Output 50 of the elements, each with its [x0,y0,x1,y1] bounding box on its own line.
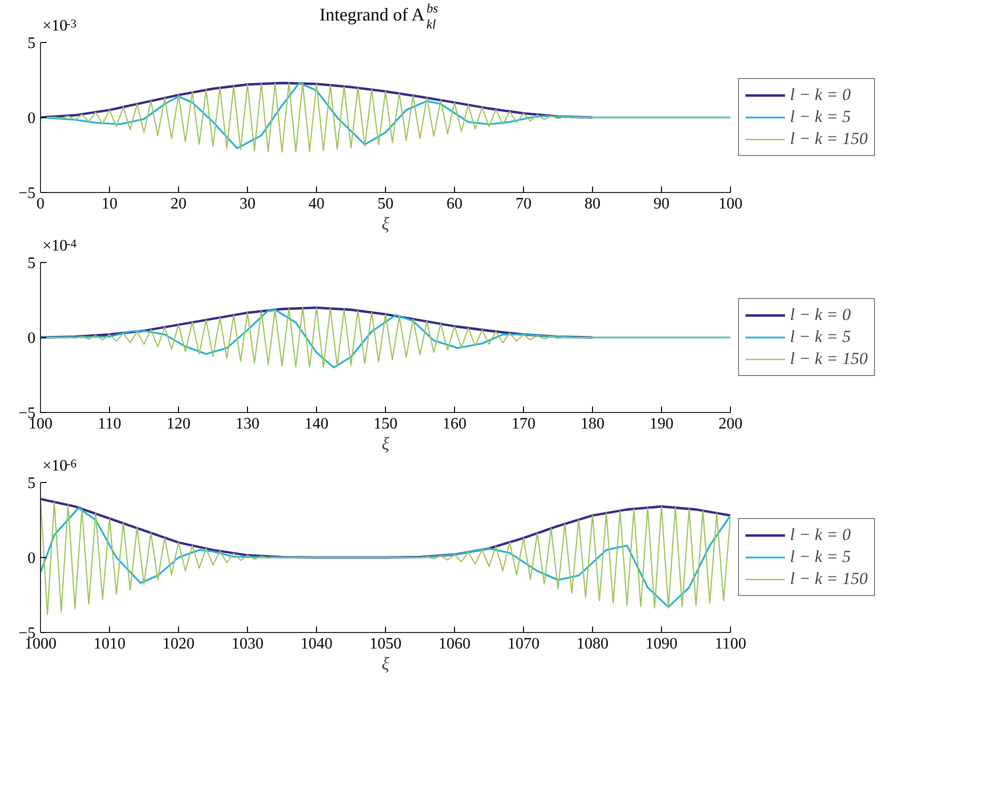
legend-label: l − k = 5 [790,547,851,567]
y-tick-label: 5 [28,475,36,492]
y-tick-label: 5 [28,255,36,272]
x-tick-label: 120 [166,416,190,432]
x-tick-label: 80 [584,196,600,212]
legend-label: l − k = 0 [790,85,851,105]
x-tick-label: 110 [98,416,122,432]
x-tick-label: 1080 [576,636,608,652]
line-series [40,82,594,119]
x-axis-title: ξ [382,434,390,454]
x-tick-label: 70 [516,196,532,212]
x-tick-label: 60 [446,196,462,212]
x-tick-label: 1030 [232,636,264,652]
x-tick-label: 1070 [508,636,540,652]
x-tick-label: 20 [170,196,186,212]
x-tick-label: 190 [650,416,674,432]
legend-label: l − k = 5 [790,327,851,347]
x-tick-label: 1090 [646,636,678,652]
x-tick-label: 40 [308,196,324,212]
x-tick-label: 130 [236,416,260,432]
x-tick-label: 180 [580,416,604,432]
y-tick-label: 0 [28,550,36,567]
x-tick-label: 100 [718,196,742,212]
y-tick-label: 5 [28,35,36,52]
x-tick-label: 30 [240,196,256,212]
x-tick-label: 10 [102,196,118,212]
x-tick-label: 200 [718,416,742,432]
x-tick-label: 90 [654,196,670,212]
x-tick-label: 160 [442,416,466,432]
x-tick-label: 1060 [438,636,470,652]
x-axis-title: ξ [382,654,390,674]
x-tick-label: 170 [512,416,536,432]
x-axis-title: ξ [382,214,390,234]
x-tick-label: 1100 [714,636,746,652]
x-tick-label: 1040 [300,636,332,652]
legend-label: l − k = 0 [790,525,851,545]
x-tick-label: 1010 [94,636,126,652]
legend-label: l − k = 150 [790,349,868,369]
y-tick-label: −5 [18,185,36,202]
legend-label: l − k = 150 [790,129,868,149]
legend-label: l − k = 0 [790,305,851,325]
x-tick-label: 140 [304,416,328,432]
y-tick-label: 0 [28,110,36,127]
legend-label: l − k = 5 [790,107,851,127]
x-tick-label: 50 [378,196,394,212]
x-tick-label: 1020 [162,636,194,652]
y-tick-label: 0 [28,330,36,347]
x-tick-label: 1050 [370,636,402,652]
x-tick-label: 150 [374,416,398,432]
legend-label: l − k = 150 [790,569,868,589]
